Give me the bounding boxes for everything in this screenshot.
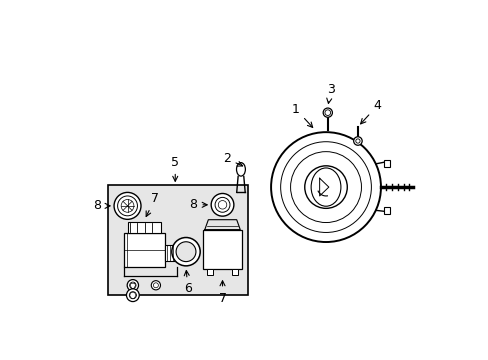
Bar — [232, 269, 238, 275]
Circle shape — [270, 132, 380, 242]
Bar — [383, 160, 389, 167]
Circle shape — [151, 281, 160, 290]
Circle shape — [215, 197, 229, 212]
Text: 3: 3 — [326, 83, 334, 103]
Text: 7: 7 — [146, 192, 159, 216]
Circle shape — [353, 137, 362, 145]
Text: 6: 6 — [183, 271, 191, 296]
Circle shape — [176, 242, 196, 262]
Text: 5: 5 — [171, 156, 179, 181]
Circle shape — [114, 192, 141, 219]
Bar — [127, 222, 161, 233]
Bar — [383, 207, 389, 214]
Bar — [108, 185, 247, 295]
Circle shape — [211, 193, 233, 216]
Circle shape — [171, 238, 200, 266]
Bar — [206, 269, 212, 275]
Bar — [203, 230, 242, 269]
Circle shape — [127, 280, 138, 291]
Text: 7: 7 — [218, 281, 226, 305]
Ellipse shape — [236, 163, 245, 176]
Text: 1: 1 — [291, 103, 312, 127]
Circle shape — [323, 108, 332, 117]
Text: 4: 4 — [360, 99, 381, 124]
Text: 8: 8 — [93, 199, 110, 212]
Circle shape — [126, 289, 139, 302]
Text: 2: 2 — [223, 152, 242, 166]
Bar — [164, 246, 177, 261]
Text: 8: 8 — [189, 198, 207, 211]
Bar — [124, 233, 164, 267]
